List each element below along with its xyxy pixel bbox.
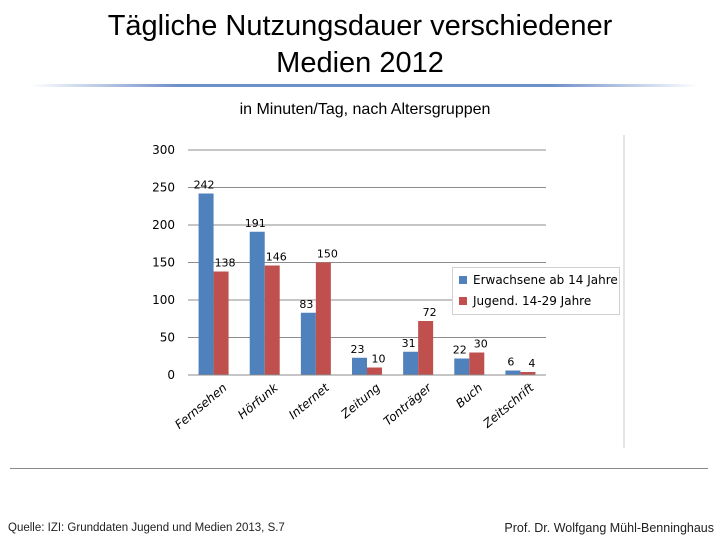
bar <box>300 312 316 375</box>
legend-item-series-1: Erwachsene ab 14 Jahre <box>459 273 618 287</box>
y-tick-label: 150 <box>152 256 175 270</box>
legend-swatch-series-1 <box>459 276 467 284</box>
data-label: 83 <box>299 298 313 311</box>
data-label: 30 <box>474 338 488 351</box>
chart-subtitle: in Minuten/Tag, nach Altersgruppen <box>239 101 491 118</box>
y-tick-label: 100 <box>152 293 175 307</box>
legend-label-series-1: Erwachsene ab 14 Jahre <box>473 273 618 287</box>
data-label: 191 <box>245 217 266 230</box>
x-tick-label: Buch <box>453 381 485 411</box>
y-tick-label: 50 <box>160 331 175 345</box>
x-tick-label: Hörfunk <box>235 380 281 422</box>
author-credit: Prof. Dr. Wolfgang Mühl-Benninghaus <box>504 521 714 535</box>
chart-legend: Erwachsene ab 14 Jahre Jugend. 14-29 Jah… <box>452 267 620 315</box>
bar <box>249 231 265 375</box>
x-tick-label: Internet <box>286 380 333 422</box>
footer-divider <box>10 468 708 469</box>
bar <box>520 372 536 375</box>
data-label: 6 <box>507 356 514 369</box>
slide-title-line-2: Medien 2012 <box>276 47 444 79</box>
bar <box>213 271 229 375</box>
bar <box>367 367 382 375</box>
bar <box>403 351 419 375</box>
bar <box>352 357 367 375</box>
data-label: 72 <box>423 306 437 319</box>
bar <box>454 358 470 375</box>
bar <box>418 321 434 375</box>
slide-title-line-1: Tägliche Nutzungsdauer verschiedener <box>107 10 613 42</box>
bar <box>469 352 485 375</box>
data-label: 23 <box>351 343 365 356</box>
slide-title: Tägliche Nutzungsdauer verschiedener Med… <box>0 8 720 82</box>
y-tick-label: 250 <box>152 181 175 195</box>
data-label: 146 <box>266 251 287 264</box>
x-tick-label: Fernsehen <box>172 381 229 432</box>
bar <box>198 193 214 375</box>
data-label: 4 <box>528 357 535 370</box>
bar-chart: 0 50 100 150 200 250 300 242 138 Fernsehen 191 146 H… <box>152 135 625 448</box>
data-label: 22 <box>453 344 467 357</box>
data-label: 242 <box>194 179 215 192</box>
data-label: 31 <box>402 337 416 350</box>
y-tick-label: 300 <box>152 143 175 157</box>
source-note: Quelle: IZI: Grunddaten Jugend und Medie… <box>8 522 285 534</box>
x-tick-label: Tonträger <box>381 380 435 429</box>
bar <box>315 262 331 375</box>
data-label: 10 <box>372 353 386 366</box>
title-divider <box>30 84 698 87</box>
y-tick-label: 200 <box>152 218 175 232</box>
bar <box>264 265 280 375</box>
bar <box>505 370 521 375</box>
data-label: 138 <box>215 257 236 270</box>
x-tick-label: Zeitschrift <box>480 380 538 432</box>
legend-swatch-series-2 <box>459 297 467 305</box>
data-label: 150 <box>317 248 338 261</box>
legend-item-series-2: Jugend. 14-29 Jahre <box>459 294 591 308</box>
x-tick-label: Zeitung <box>338 380 384 421</box>
legend-label-series-2: Jugend. 14-29 Jahre <box>473 294 592 308</box>
y-tick-label: 0 <box>167 368 175 382</box>
